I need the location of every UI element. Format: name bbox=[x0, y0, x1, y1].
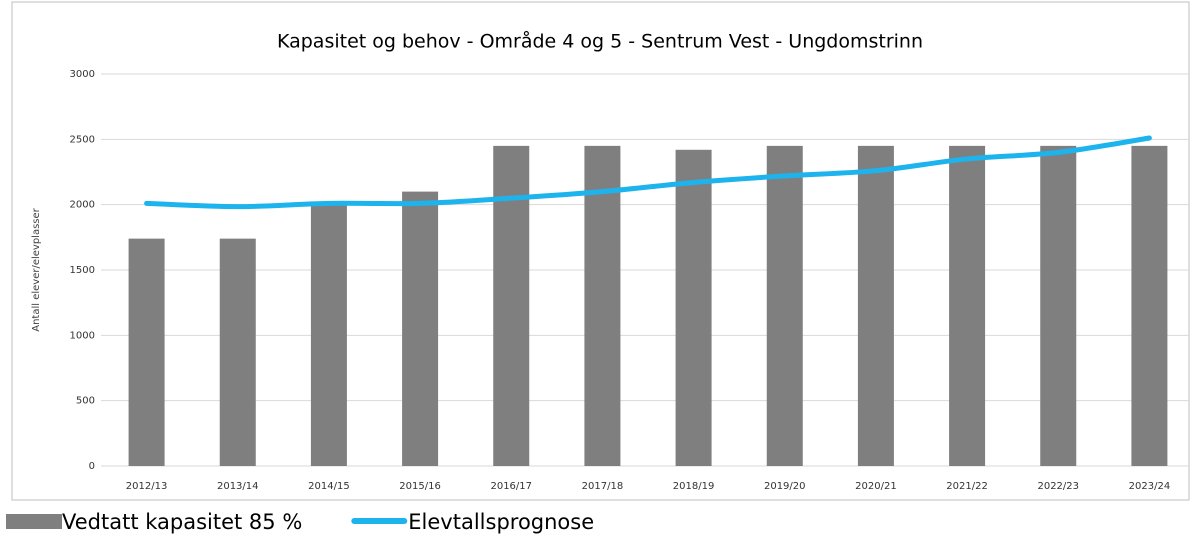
bar bbox=[766, 145, 803, 466]
line bbox=[144, 135, 1152, 210]
y-tick-label: 2500 bbox=[70, 134, 95, 145]
chart-title: Kapasitet og behov - Område 4 og 5 - Sen… bbox=[277, 30, 923, 53]
x-tick-label: 2018/19 bbox=[673, 481, 715, 492]
x-tick-label: 2016/17 bbox=[490, 481, 532, 492]
x-tick-label: 2015/16 bbox=[399, 481, 441, 492]
bar bbox=[584, 145, 621, 466]
bar bbox=[219, 238, 256, 466]
bar bbox=[493, 145, 530, 466]
x-tick-label: 2021/22 bbox=[946, 481, 988, 492]
legend-swatch bbox=[6, 514, 62, 529]
x-tick-label: 2020/21 bbox=[855, 481, 897, 492]
y-tick-label: 500 bbox=[76, 396, 95, 407]
bar bbox=[1040, 145, 1077, 466]
x-tick-label: 2014/15 bbox=[308, 481, 350, 492]
bar bbox=[949, 145, 986, 466]
y-tick-label: 2000 bbox=[70, 200, 95, 211]
x-tick-label: 2022/23 bbox=[1037, 481, 1079, 492]
bar bbox=[310, 204, 347, 466]
y-tick-label: 0 bbox=[89, 461, 95, 472]
x-tick-label: 2023/24 bbox=[1129, 481, 1171, 492]
bar bbox=[857, 145, 894, 466]
x-tick-label: 2017/18 bbox=[582, 481, 624, 492]
bar bbox=[1131, 145, 1168, 466]
bar bbox=[128, 238, 165, 466]
legend-label: Elevtallsprognose bbox=[408, 510, 594, 534]
x-tick-label: 2013/14 bbox=[217, 481, 259, 492]
y-tick-label: 1500 bbox=[70, 265, 95, 276]
y-tick-label: 3000 bbox=[70, 69, 95, 80]
bar bbox=[675, 149, 712, 466]
legend-label: Vedtatt kapasitet 85 % bbox=[62, 510, 302, 534]
y-tick-label: 1000 bbox=[70, 330, 95, 341]
bar bbox=[402, 191, 439, 466]
y-axis-title: Antall elever/elevplasser bbox=[31, 207, 42, 331]
x-tick-label: 2012/13 bbox=[126, 481, 168, 492]
x-tick-label: 2019/20 bbox=[764, 481, 806, 492]
